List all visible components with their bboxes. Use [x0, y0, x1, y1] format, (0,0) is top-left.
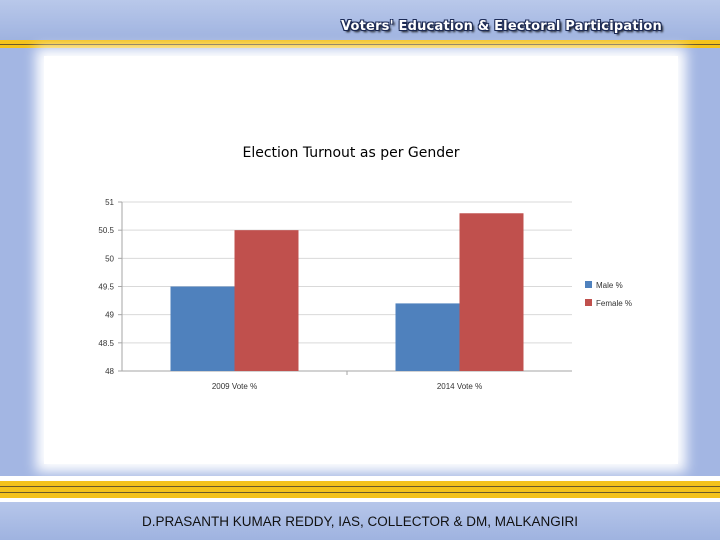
footer-stripe-dark-2 [0, 492, 720, 493]
footer-text: D.PRASANTH KUMAR REDDY, IAS, COLLECTOR &… [141, 514, 579, 529]
chart-title: Election Turnout as per Gender [243, 145, 460, 161]
bar-male [170, 286, 235, 371]
footer-stripe-dark [0, 486, 720, 487]
header-stripe-yellow [0, 40, 720, 44]
y-tick-label: 49.5 [98, 283, 114, 292]
y-tick-label: 51 [105, 198, 114, 207]
y-tick-label: 48 [105, 367, 114, 376]
x-category-label: 2014 Vote % [437, 382, 482, 391]
y-tick-label: 48.5 [98, 339, 114, 348]
bar-female [459, 213, 524, 371]
x-category-label: 2009 Vote % [212, 382, 257, 391]
header-stripe-dark [0, 44, 720, 45]
legend-swatch [585, 281, 592, 288]
footer-band [0, 502, 720, 540]
header-band: Voters' Education & Electoral Participat… [0, 0, 720, 40]
header-title: Voters' Education & Electoral Participat… [340, 19, 662, 34]
legend-label: Female % [596, 299, 632, 308]
footer-stripe-yellow-3 [0, 493, 720, 498]
footer-stripe-yellow-2 [0, 487, 720, 492]
legend-swatch [585, 299, 592, 306]
footer-stripe-yellow [0, 481, 720, 486]
chart-panel [44, 56, 678, 464]
y-tick-label: 49 [105, 311, 114, 320]
y-tick-label: 50.5 [98, 226, 114, 235]
legend-label: Male % [596, 281, 623, 290]
y-tick-label: 50 [105, 254, 114, 263]
bar-male [395, 303, 460, 371]
bar-female [234, 230, 299, 371]
header-stripe-yellow-2 [0, 45, 720, 48]
